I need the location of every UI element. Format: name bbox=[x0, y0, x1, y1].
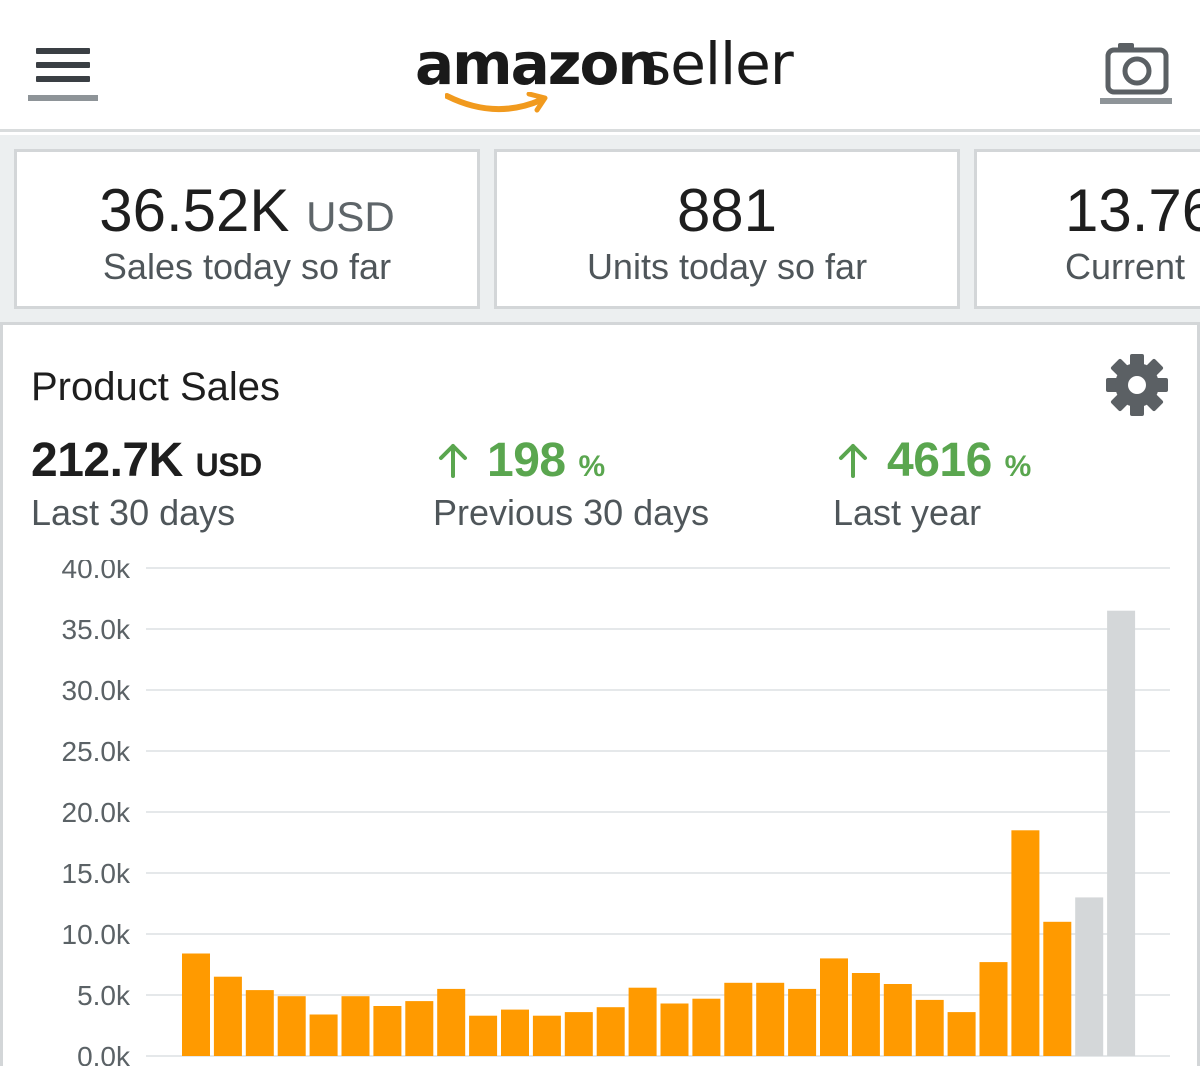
chart-bar[interactable] bbox=[851, 973, 880, 1056]
product-sales-bar-chart[interactable]: 0.0k 5.0k 10.0k 15.0k 20.0k 25.0k 30.0k 35.0k 40… bbox=[0, 560, 1200, 1066]
stat-unit: % bbox=[578, 450, 605, 483]
metric-card-current[interactable]: 13.76 Current bbox=[974, 149, 1200, 309]
chart-bar[interactable] bbox=[564, 1012, 593, 1056]
chart-bar[interactable] bbox=[1043, 921, 1072, 1056]
chart-bar[interactable] bbox=[341, 996, 370, 1056]
metric-label: Current bbox=[1065, 246, 1186, 287]
y-tick-label: 5.0k bbox=[77, 980, 131, 1011]
chart-bar[interactable] bbox=[915, 999, 944, 1056]
chart-bar[interactable] bbox=[437, 988, 466, 1056]
metrics-carousel[interactable]: 36.52K USD Sales today so far 881 Units … bbox=[0, 135, 1200, 325]
chart-bar[interactable] bbox=[1011, 830, 1040, 1056]
stat-unit: % bbox=[1004, 450, 1032, 483]
chart-bar[interactable] bbox=[883, 984, 912, 1056]
y-tick-label: 25.0k bbox=[62, 736, 131, 767]
app-header: amazon seller bbox=[0, 0, 1200, 132]
amazon-seller-logo: amazon seller bbox=[415, 30, 795, 120]
chart-bar[interactable] bbox=[309, 1014, 338, 1057]
chart-bar[interactable] bbox=[213, 976, 242, 1056]
chart-bar[interactable] bbox=[596, 1007, 625, 1056]
chart-bar[interactable] bbox=[820, 958, 848, 1056]
chart-bar[interactable] bbox=[724, 982, 753, 1056]
metric-label: Sales today so far bbox=[102, 246, 392, 287]
stat-label: Previous 30 days bbox=[433, 492, 710, 533]
y-tick-label: 35.0k bbox=[62, 614, 131, 645]
metric-unit: USD bbox=[306, 193, 395, 240]
metric-card-sales-today[interactable]: 36.52K USD Sales today so far bbox=[14, 149, 480, 309]
chart-bar[interactable] bbox=[692, 998, 721, 1056]
y-tick-label: 10.0k bbox=[62, 919, 131, 950]
stat-value: 212.7K USD bbox=[31, 434, 263, 487]
stat-label: Last 30 days bbox=[31, 492, 236, 533]
y-tick-label: 0.0k bbox=[77, 1041, 131, 1066]
stat-label: Last year bbox=[833, 492, 982, 533]
chart-bar[interactable] bbox=[501, 1009, 529, 1056]
arrow-up-icon bbox=[439, 444, 467, 478]
logo-product: seller bbox=[641, 30, 794, 98]
smile-arrow-icon bbox=[445, 92, 548, 113]
chart-bar[interactable] bbox=[628, 987, 657, 1056]
chart-bar[interactable] bbox=[245, 990, 274, 1056]
y-tick-label: 40.0k bbox=[62, 560, 131, 584]
arrow-up-icon bbox=[839, 444, 867, 478]
metric-value: 13.76 bbox=[1065, 177, 1200, 244]
camera-icon[interactable] bbox=[1100, 40, 1172, 106]
y-tick-label: 20.0k bbox=[62, 797, 131, 828]
gear-icon[interactable] bbox=[1103, 351, 1171, 419]
metric-value: 881 bbox=[676, 177, 778, 244]
metric-value: 36.52K USD bbox=[99, 177, 395, 244]
chart-bar[interactable] bbox=[756, 982, 785, 1056]
product-sales-panel: Product Sales 212.7K USD Last 30 days 19… bbox=[0, 322, 1200, 1066]
stat-value: 198 % bbox=[433, 433, 709, 488]
chart-bar[interactable] bbox=[405, 1001, 434, 1056]
stat-last-year: 4616 % Last year bbox=[833, 433, 1031, 534]
chart-bar[interactable] bbox=[277, 996, 306, 1056]
chart-bar[interactable] bbox=[182, 953, 210, 1057]
y-tick-label: 30.0k bbox=[62, 675, 131, 706]
panel-title: Product Sales bbox=[31, 365, 281, 409]
stat-last-30-days: 212.7K USD Last 30 days bbox=[31, 433, 262, 534]
chart-bar[interactable] bbox=[660, 1003, 689, 1057]
stat-unit: USD bbox=[195, 447, 263, 483]
chart-bar[interactable] bbox=[532, 1015, 561, 1056]
y-tick-label: 15.0k bbox=[62, 858, 131, 889]
logo-brand: amazon bbox=[415, 30, 659, 98]
metric-label: Units today so far bbox=[586, 246, 868, 287]
chart-bar[interactable] bbox=[373, 1006, 402, 1056]
chart-bar[interactable] bbox=[947, 1012, 976, 1056]
chart-bar[interactable] bbox=[979, 962, 1008, 1056]
hamburger-menu-icon[interactable] bbox=[28, 48, 98, 104]
stat-previous-30-days: 198 % Previous 30 days bbox=[433, 433, 709, 534]
metric-card-units-today[interactable]: 881 Units today so far bbox=[494, 149, 960, 309]
chart-bar[interactable] bbox=[1075, 897, 1104, 1056]
chart-bar[interactable] bbox=[788, 988, 817, 1056]
chart-bar[interactable] bbox=[1107, 610, 1136, 1056]
chart-bar[interactable] bbox=[469, 1015, 498, 1056]
stat-value: 4616 % bbox=[833, 433, 1031, 488]
